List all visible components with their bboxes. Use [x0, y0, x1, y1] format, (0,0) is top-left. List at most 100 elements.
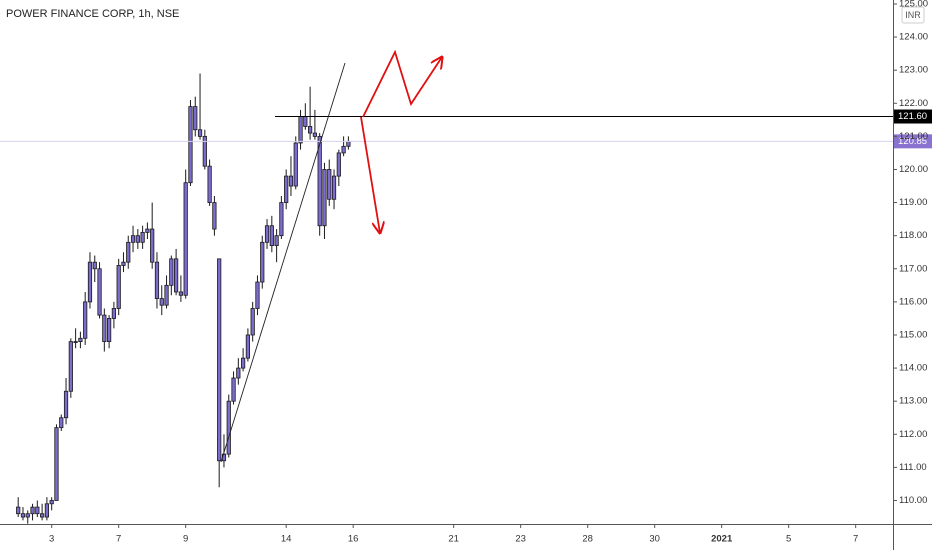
x-tick-label: 21 — [448, 534, 459, 545]
candle-body — [25, 513, 30, 518]
candle-body — [116, 265, 121, 309]
y-tick-label: 116.00 — [899, 296, 927, 307]
x-tick-label: 3 — [49, 534, 54, 545]
level-label: 121.60 — [898, 111, 927, 122]
price-labels: 120.85 121.60 — [894, 109, 932, 149]
candle-body — [97, 268, 102, 316]
y-tick-label: 110.00 — [899, 495, 927, 506]
candle-body — [126, 241, 131, 263]
candle-body — [260, 241, 265, 283]
y-tick-label: 120.00 — [899, 164, 928, 175]
candle-body — [327, 169, 332, 200]
candle-body — [164, 284, 169, 306]
y-tick-label: 113.00 — [899, 396, 927, 407]
y-tick-label: 124.00 — [899, 32, 928, 43]
candle-body — [269, 225, 274, 247]
level-box — [894, 109, 932, 124]
y-tick-label: 114.00 — [899, 363, 927, 374]
candle-body — [250, 308, 255, 336]
candle-body — [231, 377, 236, 402]
y-tick-label: 111.00 — [899, 462, 927, 473]
y-tick-label: 118.00 — [899, 230, 927, 241]
candle-body — [150, 228, 155, 263]
candle-body — [308, 126, 313, 134]
candle-body — [178, 291, 183, 296]
candle-body — [197, 129, 203, 137]
x-tick-label: 30 — [649, 534, 660, 545]
candle-body — [121, 261, 126, 266]
candle-body — [274, 235, 279, 247]
candle-body — [59, 417, 64, 429]
candle-body — [174, 258, 179, 293]
candle-body — [226, 400, 231, 455]
candle-body — [245, 334, 250, 359]
last-price-label: 120.85 — [898, 136, 927, 147]
candle-body — [264, 225, 270, 243]
candle-body — [92, 261, 97, 270]
candle-body — [212, 202, 217, 230]
x-tick-label: 14 — [281, 534, 292, 545]
candle-body — [78, 337, 83, 343]
chart-title: POWER FINANCE CORP, 1h, NSE — [6, 8, 179, 20]
y-tick-label: 117.00 — [899, 263, 927, 274]
candle-body — [193, 106, 198, 131]
candle-body — [217, 258, 222, 462]
candle-body — [63, 390, 69, 419]
candle-body — [341, 145, 346, 154]
candle-body — [40, 513, 45, 518]
candle-body — [317, 135, 322, 227]
candle-body — [169, 258, 174, 286]
currency: INR — [905, 10, 921, 20]
candle-body — [135, 235, 140, 243]
candle-body — [303, 116, 308, 127]
candle-body — [336, 152, 341, 177]
candle-body — [16, 506, 21, 515]
candle-body — [288, 175, 294, 187]
candle-body — [20, 513, 26, 518]
candle-body — [236, 367, 241, 379]
candle-body — [102, 314, 107, 343]
candle-body — [73, 341, 78, 344]
candle-body — [154, 261, 160, 299]
y-tick-label: 119.00 — [899, 197, 927, 208]
candle-body — [312, 132, 317, 137]
candle-body — [145, 228, 150, 233]
x-tick-label: 2021 — [711, 534, 733, 545]
x-tick-label: 16 — [348, 534, 359, 545]
candle-body — [111, 308, 116, 319]
candle-body — [331, 175, 337, 200]
currency-box — [901, 6, 925, 24]
candle-body — [255, 281, 260, 309]
y-tick-label: 112.00 — [899, 429, 927, 440]
candle-body — [202, 135, 207, 167]
candle-body — [107, 318, 112, 343]
trend-line — [220, 62, 346, 463]
y-tick-label: 123.00 — [899, 65, 928, 76]
candle-body — [346, 140, 351, 147]
y-tick-label: 122.00 — [899, 98, 928, 109]
candle-body — [279, 202, 284, 237]
candle-body — [49, 500, 54, 505]
down-arrow — [360, 116, 380, 233]
x-tick-label: 5 — [786, 534, 791, 545]
y-tick-label: 115.00 — [899, 329, 927, 340]
x-tick-label: 28 — [582, 534, 593, 545]
candle-body — [298, 116, 303, 144]
y-tick-label: 125.00 — [899, 0, 928, 9]
candle-body — [83, 301, 88, 339]
candle-body — [130, 235, 136, 243]
candle-body — [30, 506, 35, 515]
candle-body — [293, 142, 298, 187]
candle-body — [284, 175, 289, 203]
candle-body — [140, 231, 145, 243]
x-tick-label: 23 — [515, 534, 526, 545]
x-tick-label: 7 — [853, 534, 858, 545]
candle-body — [183, 182, 188, 296]
candle-body — [159, 298, 164, 306]
candle-body — [188, 106, 193, 184]
candle-body — [35, 506, 40, 515]
candle-body — [207, 165, 212, 203]
